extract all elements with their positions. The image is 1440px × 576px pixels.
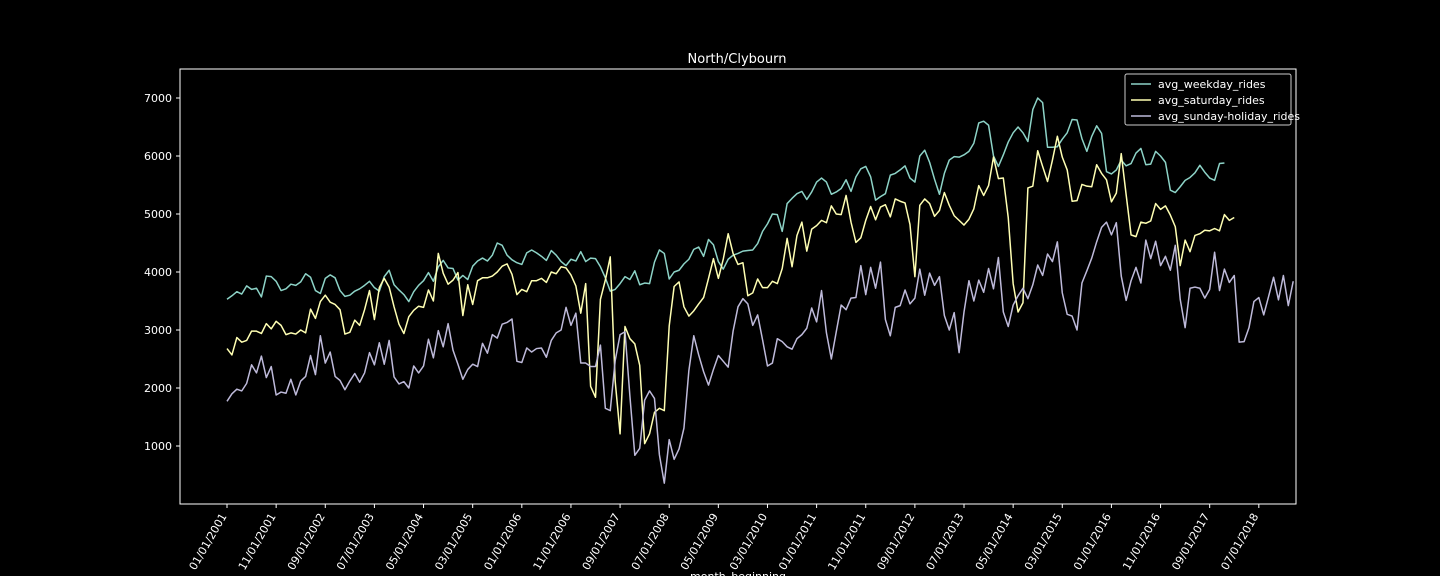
y-tick-label: 5000 <box>144 208 172 221</box>
series-line-avg_sunday-holiday_rides <box>226 221 1294 484</box>
y-tick-label: 3000 <box>144 324 172 337</box>
y-tick-label: 6000 <box>144 150 172 163</box>
legend-label: avg_saturday_rides <box>1158 94 1265 107</box>
plot-frame <box>179 68 1297 505</box>
legend-box <box>1124 73 1292 126</box>
legend-label: avg_weekday_rides <box>1158 78 1266 91</box>
y-tick-label: 1000 <box>144 440 172 453</box>
x-axis-label: month_beginning <box>690 570 786 576</box>
y-tick-label: 7000 <box>144 92 172 105</box>
series-line-avg_saturday_rides <box>226 135 1235 445</box>
legend-label: avg_sunday-holiday_rides <box>1158 110 1300 123</box>
y-tick-label: 4000 <box>144 266 172 279</box>
series-line-avg_weekday_rides <box>226 97 1225 303</box>
y-tick-label: 2000 <box>144 382 172 395</box>
chart-title: North/Clybourn <box>688 52 787 67</box>
